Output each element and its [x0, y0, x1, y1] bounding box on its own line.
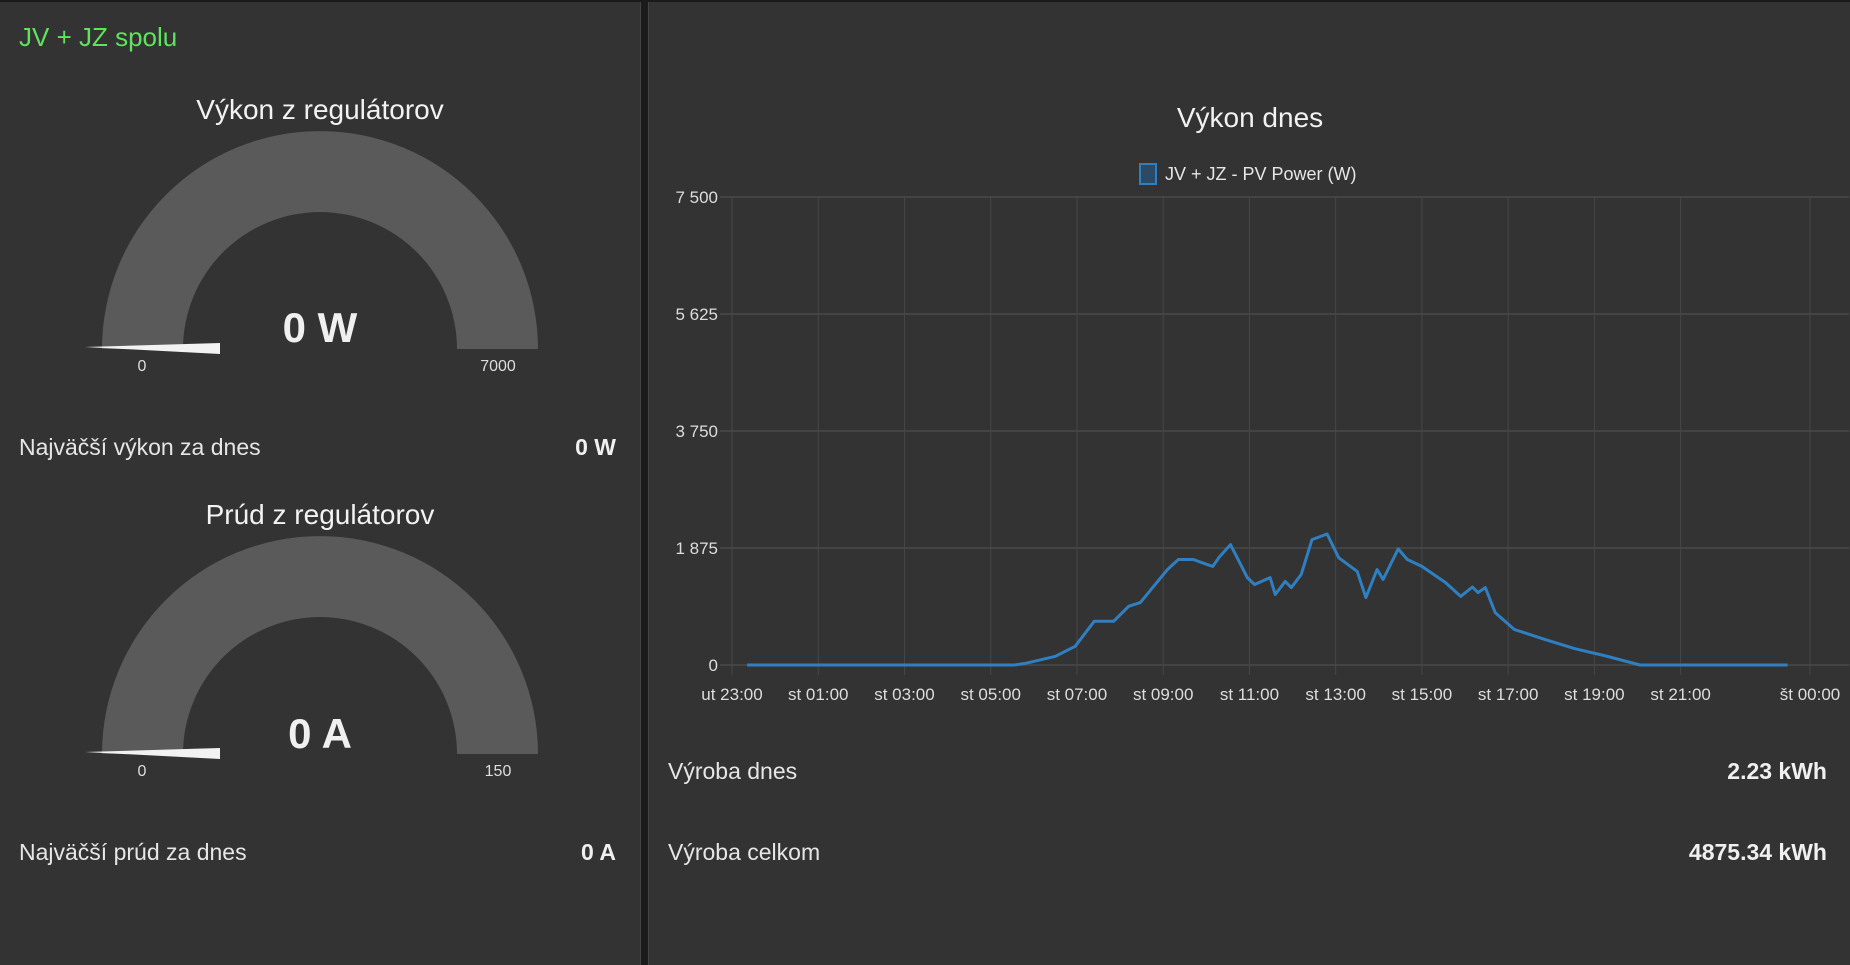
- x-tick-label: st 09:00: [1133, 685, 1194, 704]
- power-gauge-needle: [85, 343, 220, 354]
- production-total-value: 4875.34 kWh: [1688, 839, 1827, 865]
- x-tick-label: ut 23:00: [701, 685, 762, 704]
- current-gauge-max: 150: [484, 763, 512, 780]
- left-panel: JV + JZ spolu Výkon z regulátorov 0 W 0 …: [0, 2, 641, 965]
- current-gauge-value: 0 A: [288, 710, 352, 757]
- power-chart[interactable]: 0 1 875 3 750 5 625 7 500 ut 23:00 st 01:00 st …: [649, 2, 1850, 722]
- current-gauge-arc: [102, 536, 538, 754]
- x-tick-label: st 11:00: [1220, 685, 1279, 704]
- group-title: JV + JZ spolu: [19, 22, 178, 52]
- power-gauge-max: 7000: [480, 358, 516, 375]
- x-tick-label: st 07:00: [1047, 685, 1108, 704]
- current-gauge: [85, 536, 538, 759]
- power-gauge: [85, 131, 538, 354]
- right-panel: Výkon dnes JV + JZ - PV Power (W) 0 1 875…: [648, 2, 1850, 965]
- max-current-label: Najväčší prúd za dnes: [19, 839, 247, 865]
- y-tick-label: 0: [709, 656, 718, 675]
- production-today-label: Výroba dnes: [668, 758, 798, 784]
- series-line-pv-power: [747, 532, 1788, 667]
- power-gauge-min: 0: [137, 358, 147, 375]
- x-tick-label: st 17:00: [1478, 685, 1539, 704]
- power-gauge-title: Výkon z regulátorov: [196, 94, 444, 125]
- power-gauge-arc: [102, 131, 538, 349]
- current-gauge-needle: [85, 748, 220, 759]
- max-power-label: Najväčší výkon za dnes: [19, 434, 261, 460]
- chart-legend[interactable]: JV + JZ - PV Power (W): [1139, 163, 1357, 185]
- production-total-label: Výroba celkom: [668, 839, 821, 865]
- x-tick-label: st 01:00: [788, 685, 849, 704]
- x-tick-label: st 13:00: [1305, 685, 1366, 704]
- max-power-value: 0 W: [575, 434, 616, 460]
- x-tick-label: st 03:00: [874, 685, 935, 704]
- legend-swatch-icon: [1139, 163, 1157, 185]
- max-current-value: 0 A: [581, 839, 616, 865]
- current-gauge-min: 0: [137, 763, 147, 780]
- x-tick-label: št 00:00: [1780, 685, 1841, 704]
- x-tick-label: st 19:00: [1564, 685, 1625, 704]
- y-tick-label: 3 750: [675, 422, 718, 441]
- x-tick-label: st 15:00: [1392, 685, 1453, 704]
- current-gauge-title: Prúd z regulátorov: [205, 499, 435, 530]
- legend-label: JV + JZ - PV Power (W): [1165, 163, 1357, 184]
- x-tick-label: st 21:00: [1650, 685, 1711, 704]
- y-tick-label: 5 625: [675, 305, 718, 324]
- production-today-value: 2.23 kWh: [1727, 758, 1827, 784]
- y-tick-label: 1 875: [675, 539, 718, 558]
- y-tick-label: 7 500: [675, 188, 718, 207]
- power-gauge-value: 0 W: [282, 304, 358, 351]
- x-tick-label: st 05:00: [960, 685, 1021, 704]
- chart-title: Výkon dnes: [1176, 102, 1324, 133]
